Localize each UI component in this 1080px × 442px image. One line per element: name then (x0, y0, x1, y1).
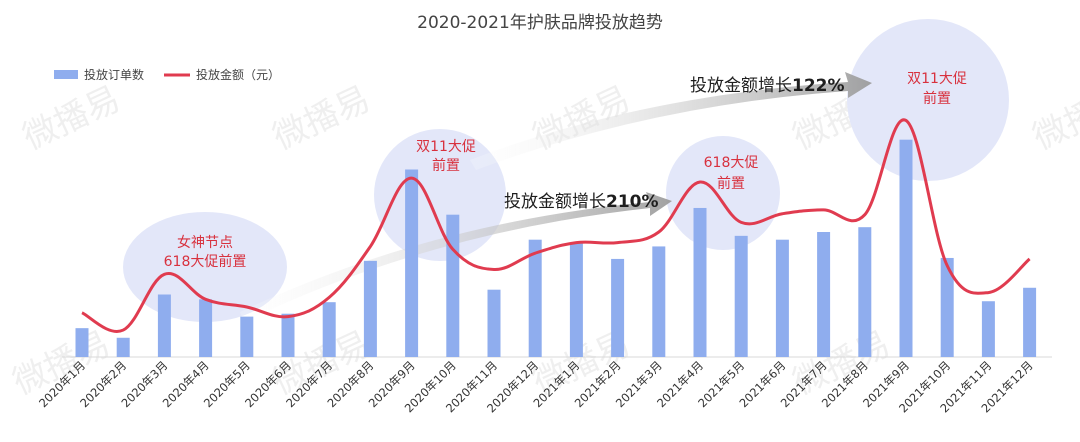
promo-double11-2021-line1: 双11大促 (907, 71, 967, 87)
bar-2020年11月 (487, 289, 501, 357)
promo-double11-2020-line1: 双11大促 (416, 139, 476, 155)
bar-2021年8月 (858, 227, 872, 357)
chart-title: 2020-2021年护肤品牌投放趋势 (417, 13, 663, 33)
bar-2020年4月 (199, 299, 213, 357)
bar-2020年8月 (363, 260, 377, 357)
bar-2021年12月 (1023, 287, 1037, 357)
growth-callout-2020-label: 投放金额增长 (504, 192, 606, 212)
growth-arrow-2021 (470, 72, 872, 170)
bar-2020年1月 (75, 328, 89, 357)
bar-2020年9月 (405, 169, 419, 357)
growth-arrows (240, 72, 872, 322)
growth-callout-2020-value: 210% (606, 192, 659, 212)
bar-2021年4月 (693, 207, 707, 357)
bar-2020年2月 (116, 337, 130, 357)
highlight-circle-double11-2021 (847, 19, 1009, 181)
bar-2021年1月 (569, 243, 583, 357)
promo-double11-2020-line2: 前置 (432, 157, 460, 174)
bar-2020年3月 (157, 294, 171, 357)
bar-2021年7月 (817, 232, 831, 357)
bar-2021年11月 (981, 301, 995, 357)
bar-2020年6月 (281, 313, 295, 357)
promo-618-2021-line2: 前置 (717, 175, 745, 192)
amount-line-series (81, 118, 1031, 333)
promo-double11-2021-line2: 前置 (923, 90, 951, 107)
promo-618-2021-line1: 618大促 (704, 155, 759, 171)
growth-callout-2021-value: 122% (792, 76, 845, 96)
bar-2020年10月 (446, 214, 460, 357)
watermark-text: 微播易 (1027, 79, 1080, 158)
bar-2021年6月 (775, 239, 789, 357)
bar-2020年5月 (240, 316, 254, 357)
bar-2020年7月 (322, 302, 336, 357)
bar-2021年5月 (734, 235, 748, 357)
promo-labels: 女神节点 618大促前置 双11大促 前置 618大促 前置 双11大促 前置 (164, 71, 967, 270)
growth-callout-2021-label: 投放金额增长 (690, 76, 792, 96)
legend-label-orders: 投放订单数 (84, 67, 144, 82)
bar-series (75, 139, 1037, 357)
bar-2021年10月 (940, 257, 954, 357)
legend-label-amount: 投放金额（元） (196, 67, 280, 82)
growth-callout-2021: 投放金额增长122% (690, 76, 845, 96)
growth-arrow-2020 (240, 192, 672, 322)
legend-swatch-bar (54, 70, 78, 79)
bar-2021年2月 (611, 258, 625, 357)
growth-callout-2020: 投放金额增长210% (504, 192, 659, 212)
watermark-text: 微播易 (267, 79, 376, 158)
bar-2021年9月 (899, 139, 913, 357)
highlight-circle-618-2021 (666, 136, 780, 250)
promo-womens-day-line1: 女神节点 (177, 234, 233, 251)
watermark-text: 微播易 (17, 79, 126, 158)
promo-womens-day-line2: 618大促前置 (164, 253, 247, 270)
highlight-circles (123, 19, 1009, 322)
bar-2021年3月 (652, 246, 666, 357)
legend: 投放订单数 投放金额（元） (54, 67, 280, 82)
bar-2020年12月 (528, 239, 542, 357)
